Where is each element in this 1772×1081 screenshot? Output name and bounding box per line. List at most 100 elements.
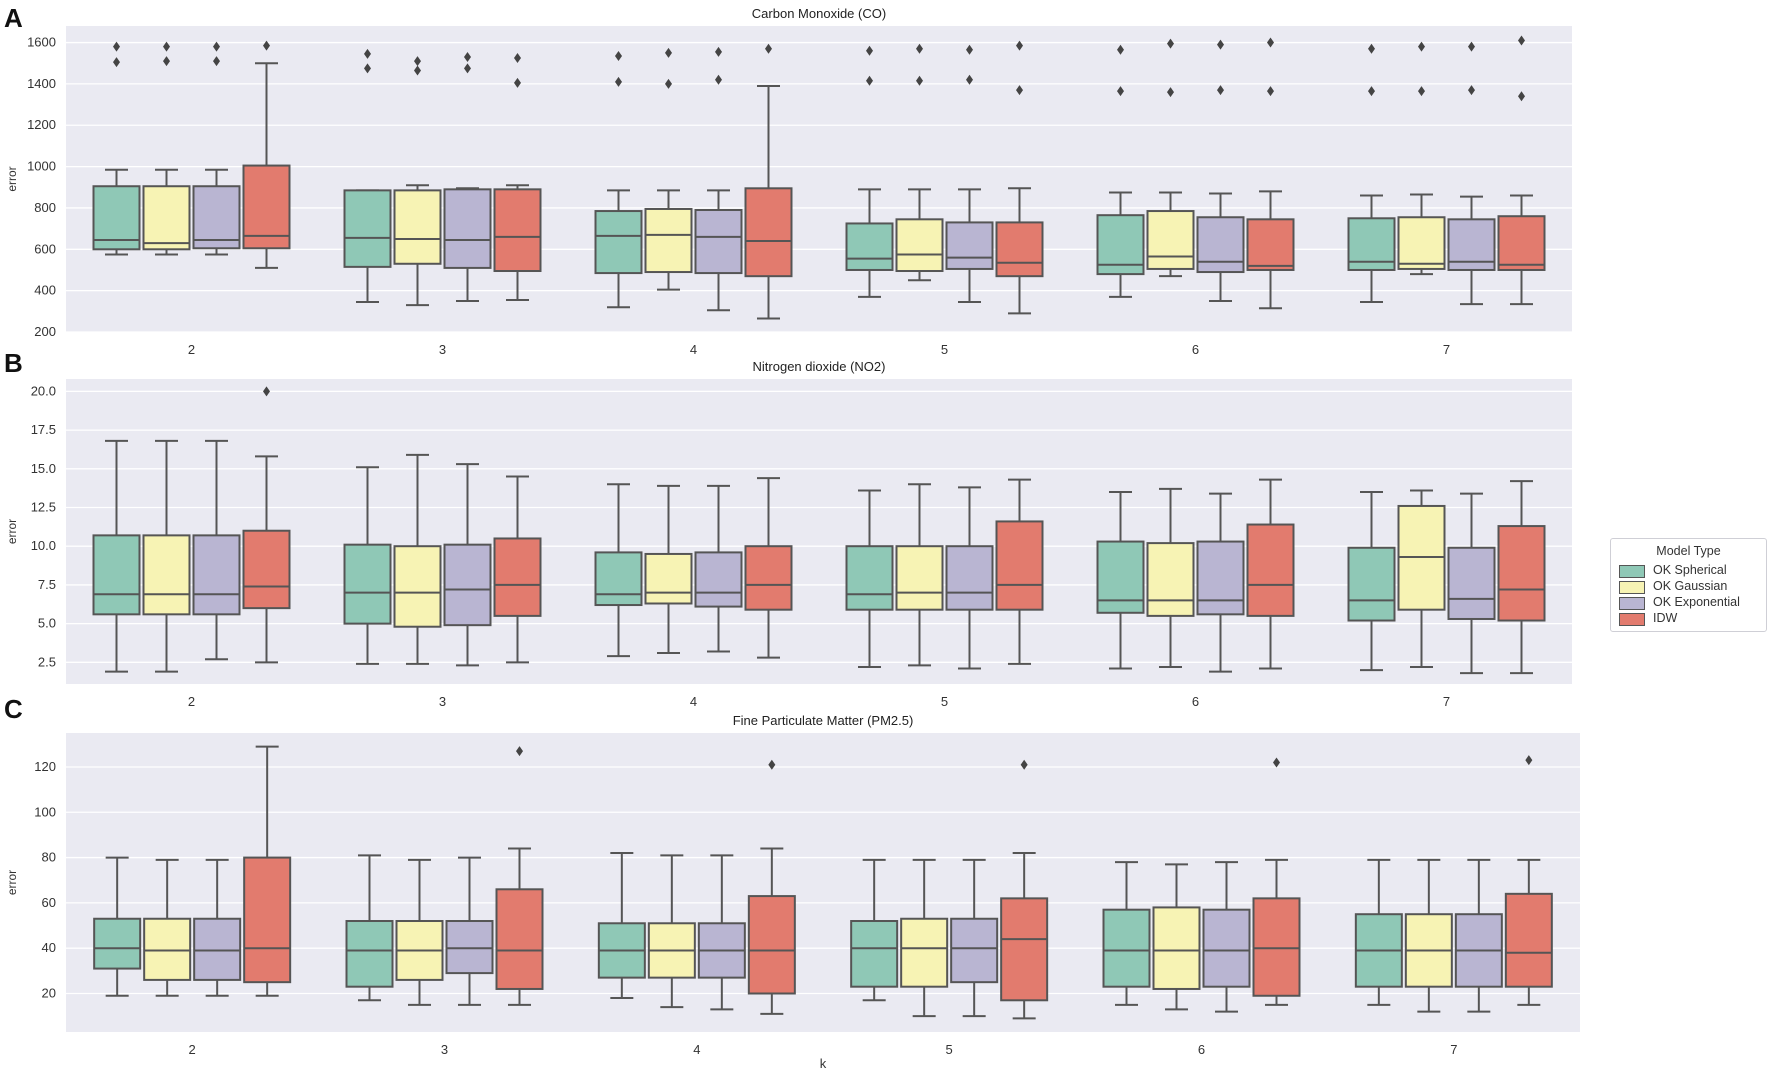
box-ok-gaussian <box>142 41 191 256</box>
box-ok-spherical <box>850 858 899 1002</box>
y-tick-label: 80 <box>42 850 56 865</box>
outlier-point <box>163 41 170 52</box>
x-tick-label: 6 <box>1192 694 1199 709</box>
box-ok-gaussian <box>1404 858 1453 1013</box>
outlier-point <box>1267 37 1274 48</box>
iqr-box <box>142 534 191 616</box>
box-idw <box>1497 35 1546 306</box>
iqr-box <box>1196 216 1245 274</box>
box-ok-gaussian <box>393 453 442 665</box>
outlier-point <box>1267 86 1274 97</box>
box-ok-exponential <box>192 439 241 661</box>
y-tick-label: 15.0 <box>31 461 56 476</box>
iqr-box <box>594 551 643 607</box>
box-idw <box>242 40 291 269</box>
outlier-point <box>615 76 622 87</box>
box-ok-spherical <box>1354 858 1403 1006</box>
box-ok-spherical <box>1102 861 1151 1006</box>
iqr-box <box>895 218 944 273</box>
y-tick-label: 600 <box>34 241 56 256</box>
outlier-point <box>1368 86 1375 97</box>
outlier-point <box>464 63 471 74</box>
outlier-point <box>1468 85 1475 96</box>
iqr-box <box>594 210 643 275</box>
x-tick-label: 4 <box>690 342 697 357</box>
box-ok-exponential <box>945 44 994 304</box>
y-tick-label: 400 <box>34 283 56 298</box>
iqr-box <box>193 917 242 981</box>
box-ok-gaussian <box>142 439 191 673</box>
x-tick-label: 7 <box>1443 694 1450 709</box>
iqr-box <box>945 221 994 270</box>
box-ok-spherical <box>343 48 392 304</box>
box-ok-exponential <box>694 46 743 312</box>
box-ok-spherical <box>345 854 394 1002</box>
iqr-box <box>343 189 392 268</box>
box-ok-gaussian <box>644 484 693 655</box>
x-tick-label: 3 <box>441 1042 448 1057</box>
outlier-point <box>1117 44 1124 55</box>
y-tick-label: 1400 <box>27 76 56 91</box>
iqr-box <box>493 188 542 273</box>
outlier-point <box>715 46 722 57</box>
x-tick-label: 5 <box>946 1042 953 1057</box>
box-ok-exponential <box>1447 41 1496 306</box>
box-ok-gaussian <box>895 43 944 282</box>
y-tick-label: 20 <box>42 985 56 1000</box>
outlier-point <box>966 44 973 55</box>
box-idw <box>744 477 793 659</box>
x-tick-label: 2 <box>189 1042 196 1057</box>
iqr-box <box>950 917 999 984</box>
outlier-point <box>768 759 776 770</box>
iqr-box <box>243 856 292 984</box>
outlier-point <box>615 50 622 61</box>
outlier-point <box>916 75 923 86</box>
box-ok-exponential <box>1454 858 1503 1013</box>
iqr-box <box>1202 908 1251 988</box>
iqr-box <box>1152 906 1201 990</box>
outlier-point <box>364 48 371 59</box>
outlier-point <box>414 56 421 67</box>
iqr-box <box>995 520 1044 611</box>
outlier-point <box>1273 757 1280 768</box>
box-idw <box>1497 480 1546 675</box>
x-axis-label: k <box>820 1056 827 1071</box>
outlier-point <box>1518 35 1525 46</box>
outlier-point <box>1368 43 1375 54</box>
box-ok-exponential <box>192 41 241 256</box>
panel-b: 2.5 5.0 7.5 10.0 12.5 15.0 17.5 20.0 Nitrogen di… <box>4 348 1572 709</box>
y-axis-label: error <box>5 519 19 544</box>
box-ok-exponential <box>443 463 492 667</box>
box-idw <box>995 478 1044 665</box>
x-tick-label: 4 <box>693 1042 700 1057</box>
y-tick-label: 20.0 <box>31 383 56 398</box>
iqr-box <box>850 920 899 988</box>
iqr-box <box>343 543 392 625</box>
legend-label: OK Exponential <box>1653 595 1740 609</box>
iqr-box <box>945 545 994 611</box>
box-ok-gaussian <box>1146 487 1195 668</box>
box-ok-spherical <box>845 489 894 668</box>
x-tick-label: 6 <box>1198 1042 1205 1057</box>
box-ok-spherical <box>845 45 894 298</box>
box-ok-gaussian <box>395 858 444 1006</box>
chart-title: Carbon Monoxide (CO) <box>752 6 886 21</box>
box-ok-exponential <box>193 858 242 997</box>
iqr-box <box>995 221 1044 278</box>
box-ok-exponential <box>1202 861 1251 1013</box>
y-tick-label: 200 <box>34 324 56 339</box>
y-tick-label: 7.5 <box>38 577 56 592</box>
outlier-point <box>866 75 873 86</box>
box-ok-spherical <box>594 483 643 658</box>
y-tick-label: 1600 <box>27 35 56 50</box>
y-tick-label: 5.0 <box>38 616 56 631</box>
outlier-point <box>213 41 220 52</box>
outlier-point <box>263 40 270 51</box>
iqr-box <box>1000 897 1049 1002</box>
iqr-box <box>92 534 141 616</box>
iqr-box <box>845 222 894 271</box>
plot-background <box>66 733 1580 1032</box>
iqr-box <box>1146 542 1195 617</box>
iqr-box <box>242 164 291 250</box>
